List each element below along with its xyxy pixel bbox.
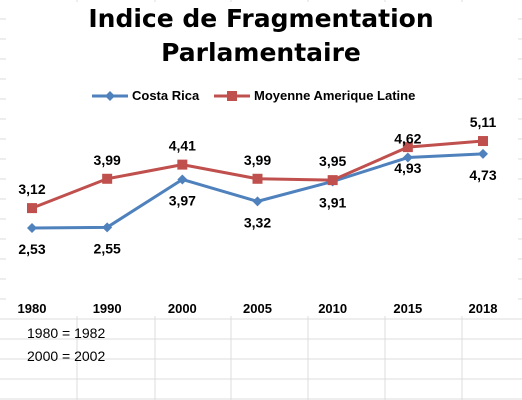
legend-item-moyenne: Moyenne Amerique Latine xyxy=(214,88,415,103)
point-costa-rica-1980 xyxy=(27,222,37,233)
data-label-costa-rica-2010: 3,91 xyxy=(319,194,346,210)
data-label-moyenne-2018: 5,11 xyxy=(470,114,497,130)
point-costa-rica-2015 xyxy=(402,152,413,163)
footnote-1980: 1980 = 1982 xyxy=(27,325,106,341)
legend-marker-square-icon xyxy=(214,90,250,101)
point-moyenne-2018 xyxy=(478,136,488,147)
data-label-costa-rica-2000: 3,97 xyxy=(169,192,196,208)
x-tick-label-2005: 2005 xyxy=(243,301,272,316)
point-costa-rica-2018 xyxy=(478,148,488,159)
x-tick-label-2010: 2010 xyxy=(318,301,347,316)
x-tick-label-2000: 2000 xyxy=(168,301,197,316)
legend-item-costa-rica: Costa Rica xyxy=(92,88,199,103)
legend-label-moyenne: Moyenne Amerique Latine xyxy=(254,88,416,103)
data-label-costa-rica-2005: 3,32 xyxy=(244,214,271,230)
data-label-costa-rica-2015: 4,62 xyxy=(394,131,421,147)
point-moyenne-2005 xyxy=(252,173,263,184)
chart-title-line-1: Indice de Fragmentation xyxy=(88,4,434,33)
data-label-costa-rica-1980: 2,53 xyxy=(18,241,45,257)
legend-label-costa-rica: Costa Rica xyxy=(132,88,200,103)
data-label-moyenne-2015: 4,93 xyxy=(394,160,421,176)
data-label-costa-rica-1990: 2,55 xyxy=(94,240,121,256)
point-costa-rica-2005 xyxy=(252,196,263,207)
x-tick-label-2018: 2018 xyxy=(469,301,498,316)
point-moyenne-1980 xyxy=(27,203,37,214)
data-label-costa-rica-2018: 4,73 xyxy=(469,167,496,183)
x-tick-label-1980: 1980 xyxy=(18,301,47,316)
data-label-moyenne-1990: 3,99 xyxy=(94,152,121,168)
chart-area xyxy=(6,2,518,316)
point-moyenne-2010 xyxy=(327,175,338,186)
data-label-moyenne-2000: 4,41 xyxy=(169,138,196,154)
footnote-2000: 2000 = 2002 xyxy=(27,348,106,364)
point-moyenne-2000 xyxy=(177,159,188,170)
x-tick-label-1990: 1990 xyxy=(93,301,122,316)
data-label-moyenne-2010: 3,95 xyxy=(319,153,346,169)
chart-title-line-2: Parlamentaire xyxy=(161,38,361,67)
data-label-moyenne-1980: 3,12 xyxy=(18,181,45,197)
point-costa-rica-2000 xyxy=(177,174,188,185)
point-costa-rica-1990 xyxy=(102,222,113,233)
x-tick-label-2015: 2015 xyxy=(393,301,422,316)
legend-marker-diamond-icon xyxy=(92,90,128,101)
point-moyenne-2015 xyxy=(402,142,413,153)
point-moyenne-1990 xyxy=(102,173,113,184)
data-label-moyenne-2005: 3,99 xyxy=(244,152,271,168)
